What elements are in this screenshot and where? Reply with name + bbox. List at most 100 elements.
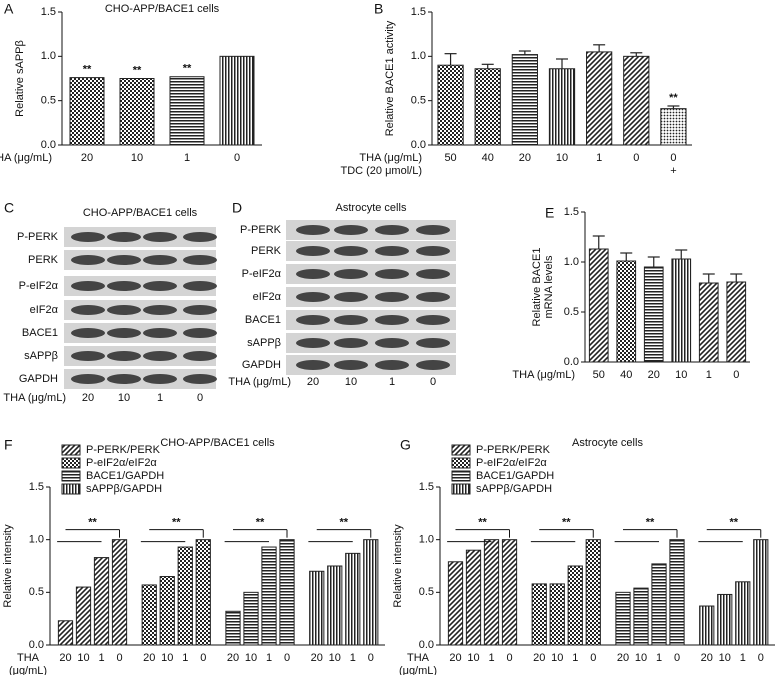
bar [651, 563, 667, 646]
bar [585, 539, 601, 646]
blot-band [183, 374, 217, 384]
blot-band [296, 246, 330, 256]
x-tick-label: 10 [467, 652, 479, 664]
bar [586, 51, 613, 146]
legend-swatch [451, 483, 471, 495]
blot-band [375, 315, 409, 325]
blot-band [183, 328, 217, 338]
x-tick-label: 1 [706, 369, 712, 381]
blot-lane-label: 0 [430, 376, 436, 388]
blot-band [296, 338, 330, 348]
blot-row-label: PERK [28, 254, 59, 266]
blot-strip [286, 355, 456, 375]
y-axis-label: Relative intensity [2, 524, 14, 608]
legend-label: P-eIF2α/eIF2α [86, 457, 157, 469]
y-axis-label: Relative BACE1 [531, 248, 543, 327]
legend-swatch [61, 444, 81, 456]
legend-label: P-PERK/PERK [86, 444, 161, 456]
x-tick-label: 0 [633, 152, 639, 164]
bar [261, 546, 277, 646]
blot-band [375, 246, 409, 256]
blot-title: Astrocyte cells [336, 202, 407, 214]
x-tick-label: 40 [482, 152, 494, 164]
bar [669, 539, 685, 646]
x-tick-label: 0 [758, 652, 764, 664]
blot-row-label: P-PERK [17, 231, 59, 243]
y-tick-label: 0.5 [564, 306, 579, 318]
x-tick-label: 0 [733, 369, 739, 381]
bar [327, 565, 343, 646]
blot-band [334, 338, 368, 348]
x-axis-label: THA [407, 652, 430, 664]
blot-strip [286, 310, 456, 330]
x-tick-label: 20 [617, 652, 629, 664]
y-tick-label: 1.5 [411, 6, 426, 18]
x-tick-label: 1 [656, 652, 662, 664]
y-tick-label: 1.0 [41, 50, 56, 62]
blot-band [183, 281, 217, 291]
legend-label: BACE1/GAPDH [476, 470, 554, 482]
x-tick-label: 50 [593, 369, 605, 381]
significance: ** [646, 517, 655, 529]
legend-swatch [61, 470, 81, 482]
bar [548, 68, 576, 146]
significance: ** [88, 517, 97, 529]
panel-letter: D [232, 200, 242, 216]
bar [363, 539, 379, 646]
bar [243, 591, 259, 646]
significance: ** [172, 517, 181, 529]
y-tick-label: 0.0 [564, 356, 579, 368]
blot-band [296, 225, 330, 235]
y-axis-label: Relative intensity [392, 524, 404, 608]
y-axis-label: Relative sAPPβ [14, 40, 26, 117]
blot-row-label: BACE1 [22, 327, 58, 339]
blot-strip [286, 220, 456, 240]
blot-row-label: BACE1 [245, 314, 281, 326]
blot-band [334, 246, 368, 256]
blot-band [71, 351, 105, 361]
bar [501, 539, 518, 646]
blot-title: CHO-APP/BACE1 cells [83, 207, 198, 219]
x-tick-label: 10 [556, 152, 568, 164]
blot-row-label: sAPPβ [24, 350, 58, 362]
x-tick-label: 0 [674, 652, 680, 664]
bar [279, 539, 295, 646]
blot-band [107, 305, 141, 315]
bar [465, 549, 482, 646]
blot-band [107, 351, 141, 361]
blot-x-label: THA (μg/mL) [228, 376, 291, 388]
bar [511, 54, 538, 146]
blot-band [183, 255, 217, 265]
y-tick-label: 1.0 [419, 534, 434, 546]
bar [531, 583, 547, 646]
blot-band [375, 360, 409, 370]
x-tick-label: 20 [519, 152, 531, 164]
x-tick-label: 0 [116, 652, 122, 664]
bar [698, 282, 719, 363]
x-axis-label: THA (μg/mL) [359, 152, 422, 164]
y-tick-label: 0.5 [419, 586, 434, 598]
blot-row-label: GAPDH [19, 373, 58, 385]
blot-band [71, 305, 105, 315]
panel-letter: G [400, 437, 411, 453]
x-tick-label: 20 [59, 652, 71, 664]
x-tick-label: 10 [675, 369, 687, 381]
blot-strip [286, 241, 456, 261]
legend-swatch [451, 457, 471, 469]
blot-band [416, 269, 450, 279]
y-tick-label: 0.0 [419, 639, 434, 651]
x-tick-label: 40 [620, 369, 632, 381]
x-tick-label-2: + [670, 165, 676, 177]
x-tick-label: 10 [719, 652, 731, 664]
x-axis-label: (μg/mL) [399, 665, 437, 675]
x-tick-label: 20 [533, 652, 545, 664]
x-tick-label: 0 [284, 652, 290, 664]
bar [57, 620, 74, 646]
panel-letter: F [4, 437, 13, 453]
x-axis-label-2: TDC (20 μmol/L) [340, 165, 422, 177]
blot-band [143, 232, 177, 242]
x-tick-label: 10 [131, 152, 143, 164]
blot-band [375, 269, 409, 279]
bar [141, 584, 157, 646]
